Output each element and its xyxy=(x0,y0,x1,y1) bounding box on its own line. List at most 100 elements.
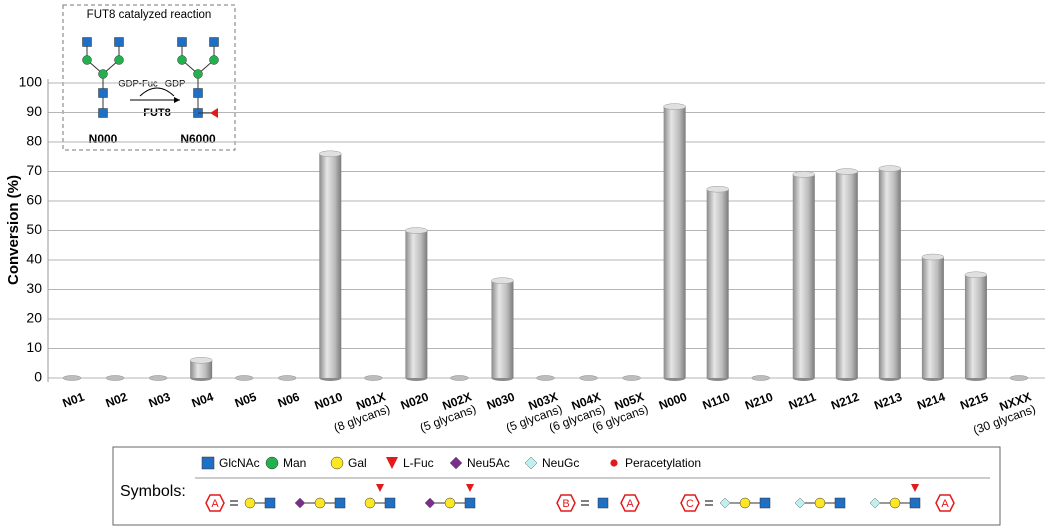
bar xyxy=(663,106,686,378)
definition-letter: A xyxy=(211,498,219,510)
symbol-dot xyxy=(610,459,618,467)
y-tick-label: 60 xyxy=(26,192,42,208)
symbol-diamond xyxy=(869,497,881,509)
bar xyxy=(491,280,514,378)
bar xyxy=(450,375,469,381)
x-tick-label: N212 xyxy=(829,390,861,413)
bar xyxy=(190,360,213,378)
bar-top xyxy=(405,227,428,234)
bar xyxy=(148,375,168,381)
symbol-diamond xyxy=(294,497,306,509)
legend-label: GlcNAc xyxy=(219,456,260,470)
bar xyxy=(277,375,297,381)
inset-substrate: N000 xyxy=(89,132,118,146)
bar-top xyxy=(964,271,988,278)
symbol-square xyxy=(82,37,92,47)
definition-hexagon xyxy=(680,494,700,512)
bar xyxy=(319,153,342,378)
symbol-square xyxy=(759,497,771,509)
symbol-diamond xyxy=(524,456,538,470)
symbol-circle xyxy=(98,69,108,79)
symbol-square xyxy=(98,88,108,98)
legend-box xyxy=(112,446,1001,526)
inset-curve xyxy=(139,87,175,97)
symbol-square xyxy=(209,37,219,47)
symbol-circle xyxy=(114,55,124,65)
bar xyxy=(234,375,254,381)
symbol-circle xyxy=(444,497,456,509)
legend-label: Peracetylation xyxy=(625,456,701,470)
symbol-square xyxy=(334,497,346,509)
y-tick-label: 70 xyxy=(26,162,42,178)
definition-hexagon xyxy=(620,494,640,512)
bar-top xyxy=(835,168,859,175)
bar xyxy=(921,257,944,378)
bar xyxy=(105,375,125,381)
symbol-square xyxy=(98,108,108,118)
bar xyxy=(792,174,815,378)
inset-product: GDP xyxy=(165,79,186,90)
symbol-circle xyxy=(739,497,751,509)
symbol-circle xyxy=(244,497,256,509)
x-tick-label: N000 xyxy=(657,390,689,413)
symbol-circle xyxy=(265,456,279,470)
bar xyxy=(579,375,598,381)
y-tick-label: 40 xyxy=(26,251,42,267)
symbol-square xyxy=(597,497,609,509)
bar-top xyxy=(491,277,514,284)
definition-letter: A xyxy=(941,498,949,510)
x-tick-label: N215 xyxy=(958,390,990,413)
x-tick-label: N214 xyxy=(915,390,947,413)
y-axis-label: Conversion (%) xyxy=(5,175,22,285)
bar xyxy=(622,375,641,381)
bar xyxy=(62,375,82,381)
symbol-square xyxy=(264,497,276,509)
y-tick-label: 80 xyxy=(26,133,42,149)
definition-hexagon xyxy=(556,494,576,512)
bar xyxy=(706,189,729,378)
y-tick-label: 10 xyxy=(26,339,42,355)
symbol-circle xyxy=(209,55,219,65)
bar-top xyxy=(706,185,729,193)
symbol-circle xyxy=(330,456,344,470)
definition-letter: A xyxy=(626,498,634,510)
symbol-square xyxy=(177,37,187,47)
symbol-square xyxy=(193,88,203,98)
symbol-circle xyxy=(814,497,826,509)
legend-label: Gal xyxy=(348,456,367,470)
bar-top xyxy=(663,103,686,110)
y-tick-label: 0 xyxy=(34,369,42,385)
y-tick-label: 90 xyxy=(26,103,42,119)
bar-top xyxy=(921,253,945,261)
symbol-circle xyxy=(193,69,203,79)
legend-label: Man xyxy=(283,456,306,470)
x-tick-label: N020 xyxy=(399,390,431,413)
x-tick-label: N04 xyxy=(190,390,216,411)
bar xyxy=(536,375,555,381)
symbol-triangle xyxy=(210,108,218,118)
bar xyxy=(364,375,383,381)
definition-hexagon xyxy=(935,494,955,512)
symbol-square xyxy=(384,497,396,509)
bar-top xyxy=(189,357,213,364)
x-tick-label: N030 xyxy=(485,390,517,413)
x-tick-label: N05 xyxy=(233,390,259,411)
symbol-square xyxy=(909,497,921,509)
x-tick-label: N03 xyxy=(147,390,173,411)
x-tick-label: N02 xyxy=(104,390,130,411)
symbol-circle xyxy=(314,497,326,509)
definition-letter: B xyxy=(562,498,569,510)
bar xyxy=(964,274,987,378)
y-tick-label: 30 xyxy=(26,280,42,296)
definition-letter: C xyxy=(686,498,694,510)
symbol-diamond xyxy=(449,456,463,470)
x-tick-label: N110 xyxy=(701,390,732,413)
inset-box xyxy=(62,4,236,151)
legend-label: L-Fuc xyxy=(403,456,434,470)
symbol-circle xyxy=(364,497,376,509)
definition-hexagon xyxy=(205,494,225,512)
bar xyxy=(405,230,428,378)
legend-label: NeuGc xyxy=(542,456,579,470)
bar xyxy=(1009,375,1029,381)
